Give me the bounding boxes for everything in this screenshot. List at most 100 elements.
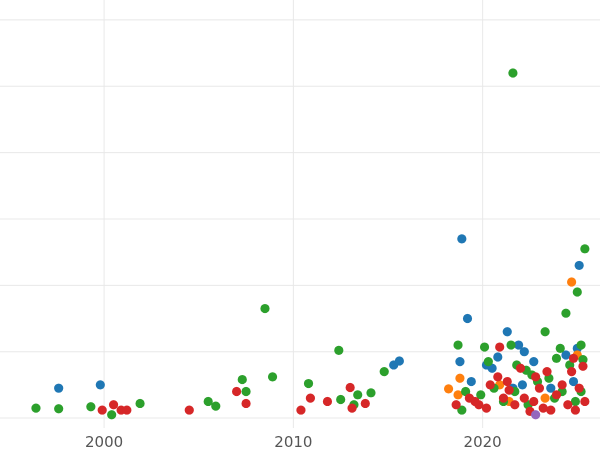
data-point [453,390,463,400]
data-point [305,393,316,403]
data-point [519,393,529,403]
data-point [578,355,588,365]
data-point [502,327,512,337]
data-point [510,400,520,410]
data-point [453,340,463,350]
data-point [540,393,550,403]
data-point [267,372,278,382]
data-point [260,303,270,314]
data-point [241,398,251,409]
data-points [31,68,590,420]
data-point [568,353,579,363]
data-point [570,405,580,415]
data-point [578,361,588,371]
data-point [322,396,333,407]
data-point [572,287,582,297]
data-point [519,347,529,357]
data-point [366,388,376,398]
data-point [515,363,526,373]
data-point [567,366,577,377]
data-point [529,396,539,407]
data-point [563,400,573,410]
data-point [455,373,465,383]
x-tick-label: 2010 [274,433,312,450]
data-point [504,385,514,395]
data-point [54,404,64,414]
data-point [303,378,314,389]
data-point [561,308,571,318]
data-point [360,398,370,409]
data-point [347,403,357,413]
data-point [122,405,132,415]
data-point [555,343,565,353]
x-tick-label: 2000 [85,433,123,450]
data-point [334,345,344,355]
data-point [108,400,119,410]
data-point [184,405,194,415]
data-point [502,376,512,387]
data-point [86,402,96,412]
data-point [517,380,527,390]
data-point [345,382,355,393]
data-point [493,352,503,362]
data-point [470,396,480,407]
data-point [95,380,105,390]
data-point [568,376,579,387]
data-point [31,403,41,413]
data-point [557,380,567,390]
data-point [481,403,492,413]
data-point [457,234,467,244]
data-point [514,340,524,350]
data-point [576,340,586,350]
data-point [542,366,552,377]
data-point [567,277,577,287]
data-point [546,383,556,393]
data-point [529,357,539,367]
data-point [580,396,590,407]
data-point [211,401,221,411]
data-point [54,383,64,393]
data-point [476,390,486,400]
data-point [561,350,571,360]
data-point [495,342,505,352]
data-point [231,386,242,397]
data-point [551,353,562,363]
x-axis-ticks: 2000 2010 2020 [85,433,502,450]
data-point [538,403,548,413]
grid-lines [0,0,600,428]
data-point [506,340,516,350]
data-point [353,390,363,400]
data-point [540,327,550,337]
data-point [336,394,346,405]
data-point [483,357,493,367]
data-point [531,410,541,420]
data-point [394,356,404,366]
data-point [534,383,545,393]
data-point [455,357,465,367]
data-point [485,380,495,390]
data-point [237,374,247,385]
data-point [574,383,584,393]
data-point [462,313,473,324]
data-point [451,400,461,410]
data-point [498,393,509,403]
data-point [493,372,503,382]
data-point [203,396,213,407]
data-point [241,386,251,397]
data-point [135,398,145,409]
data-point [379,366,389,377]
data-point [546,405,556,415]
x-tick-label: 2020 [464,433,502,450]
data-point [479,342,490,352]
data-point [97,405,107,415]
data-point [531,372,541,382]
data-point [574,260,584,271]
data-point [296,405,306,415]
data-point [443,384,454,394]
data-point [570,396,580,407]
data-point [580,244,590,254]
data-point [466,376,476,387]
data-point [107,410,117,420]
data-point [551,390,562,400]
